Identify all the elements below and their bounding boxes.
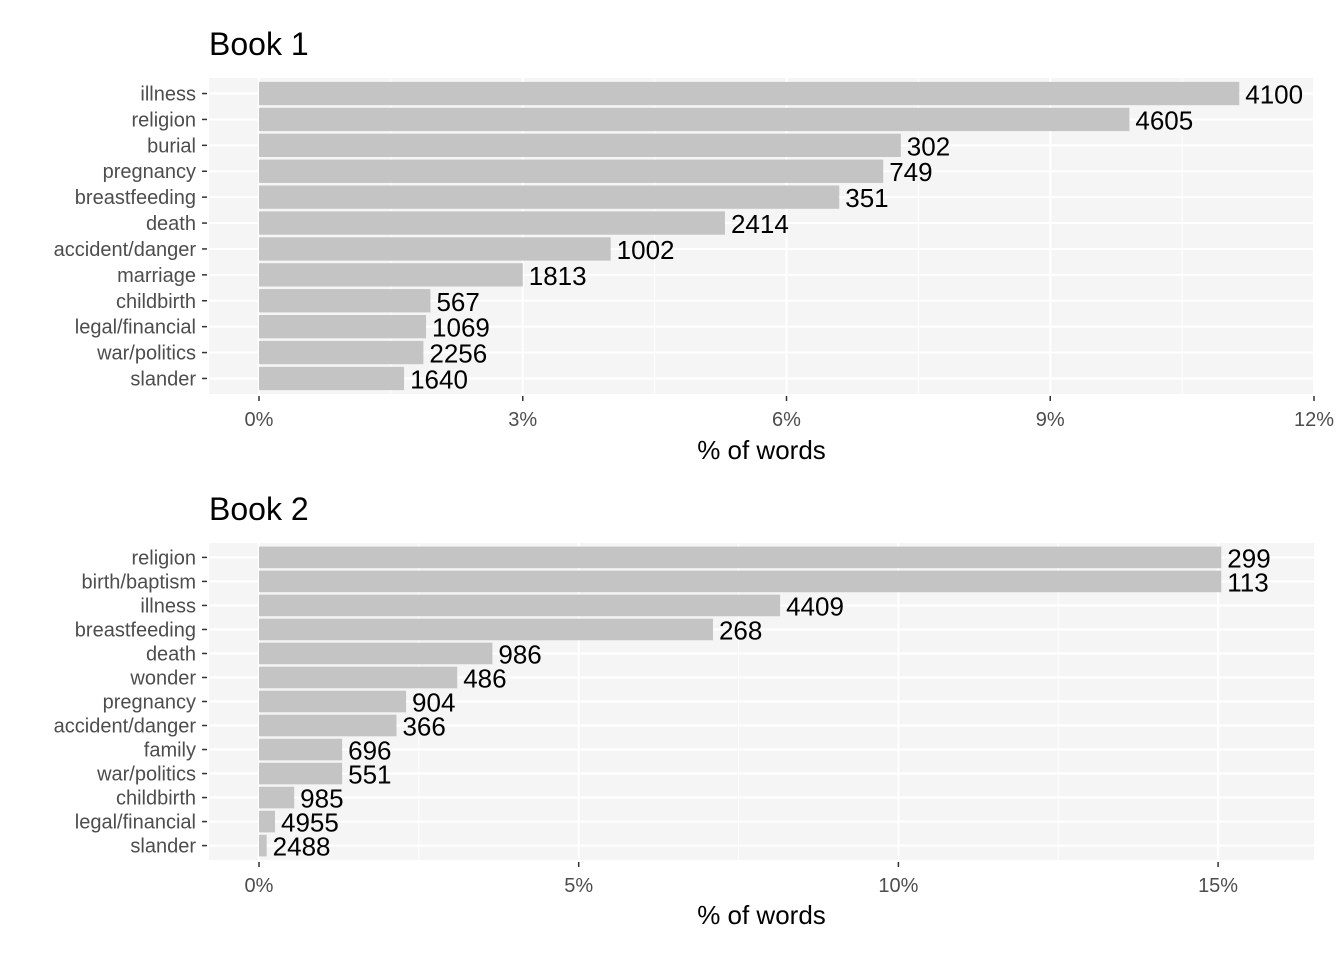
bar xyxy=(259,666,458,689)
bar xyxy=(259,211,725,235)
chart-panel-1: illness 4100 religion 4605 burial 302 pregnanc… xyxy=(54,26,1335,465)
data-label: 299 xyxy=(1227,543,1270,573)
bar xyxy=(259,618,713,641)
bar xyxy=(259,289,431,313)
x-tick-label: 6% xyxy=(772,409,801,431)
data-label: 567 xyxy=(436,287,479,317)
category-label: burial xyxy=(147,135,196,157)
category-label: pregnancy xyxy=(103,161,196,183)
category-label: pregnancy xyxy=(103,692,196,714)
bar xyxy=(259,315,427,339)
category-label: slander xyxy=(130,836,196,858)
x-tick-label: 15% xyxy=(1198,875,1238,897)
data-label: 268 xyxy=(719,615,762,645)
x-tick-label: 12% xyxy=(1294,409,1334,431)
bar xyxy=(259,714,397,737)
data-label: 2414 xyxy=(731,209,789,239)
x-tick-label: 0% xyxy=(245,409,274,431)
data-label: 985 xyxy=(300,784,343,814)
x-tick-label: 9% xyxy=(1036,409,1065,431)
category-label: accident/danger xyxy=(54,716,197,738)
bar xyxy=(259,762,343,785)
bar xyxy=(259,340,424,365)
category-label: wonder xyxy=(129,667,196,689)
category-label: accident/danger xyxy=(54,239,197,261)
data-label: 4605 xyxy=(1135,105,1193,135)
category-label: breastfeeding xyxy=(75,619,196,641)
bar xyxy=(259,366,405,391)
category-label: war/politics xyxy=(96,764,196,786)
data-label: 366 xyxy=(402,712,445,742)
data-label: 696 xyxy=(348,736,391,766)
bar xyxy=(259,570,1222,593)
category-label: illness xyxy=(140,595,196,617)
chart-title: Book 1 xyxy=(209,26,309,62)
data-label: 1640 xyxy=(410,364,468,394)
x-tick-label: 0% xyxy=(245,875,274,897)
x-axis-title: % of words xyxy=(697,435,826,465)
bar xyxy=(259,237,611,261)
category-label: death xyxy=(146,213,196,235)
category-label: war/politics xyxy=(96,343,196,365)
data-label: 4100 xyxy=(1245,80,1303,110)
data-label: 4409 xyxy=(786,591,844,621)
category-label: slander xyxy=(130,368,196,390)
x-axis-title: % of words xyxy=(697,900,826,930)
x-tick-label: 10% xyxy=(878,875,918,897)
bar xyxy=(259,786,295,809)
data-label: 4955 xyxy=(281,808,339,838)
category-label: death xyxy=(146,643,196,665)
bar xyxy=(259,642,493,665)
x-tick-label: 5% xyxy=(564,875,593,897)
data-label: 749 xyxy=(889,157,932,187)
bar xyxy=(259,546,1222,569)
data-label: 986 xyxy=(498,639,541,669)
category-label: religion xyxy=(132,547,196,569)
category-label: breastfeeding xyxy=(75,187,196,209)
category-label: birth/baptism xyxy=(82,571,197,593)
data-label: 2256 xyxy=(429,339,487,369)
bar xyxy=(259,185,840,209)
category-label: religion xyxy=(132,109,196,131)
data-label: 113 xyxy=(1227,567,1268,597)
data-label: 904 xyxy=(412,688,455,718)
data-label: 2488 xyxy=(273,832,331,862)
category-label: childbirth xyxy=(116,291,196,313)
bar xyxy=(259,738,343,761)
category-label: childbirth xyxy=(116,788,196,810)
bar xyxy=(259,263,523,287)
bar xyxy=(259,107,1130,132)
category-label: legal/financial xyxy=(75,812,196,834)
category-label: marriage xyxy=(117,265,196,287)
bar xyxy=(259,81,1240,106)
bar xyxy=(259,133,901,157)
data-label: 551 xyxy=(348,760,391,790)
bar xyxy=(259,690,407,713)
chart-panel-2: religion 299 birth/baptism 113 illness 4409 br… xyxy=(54,491,1314,930)
data-label: 486 xyxy=(463,663,506,693)
bar xyxy=(259,834,267,857)
bar xyxy=(259,159,884,183)
data-label: 1002 xyxy=(617,235,675,265)
data-label: 351 xyxy=(845,183,888,213)
x-tick-label: 3% xyxy=(508,409,537,431)
data-label: 1069 xyxy=(432,313,490,343)
data-label: 1813 xyxy=(529,261,587,291)
category-label: illness xyxy=(140,84,196,106)
bar xyxy=(259,810,275,833)
category-label: family xyxy=(144,740,196,762)
bar xyxy=(259,594,781,617)
category-label: legal/financial xyxy=(75,317,196,339)
chart-title: Book 2 xyxy=(209,491,309,527)
data-label: 302 xyxy=(907,131,950,161)
